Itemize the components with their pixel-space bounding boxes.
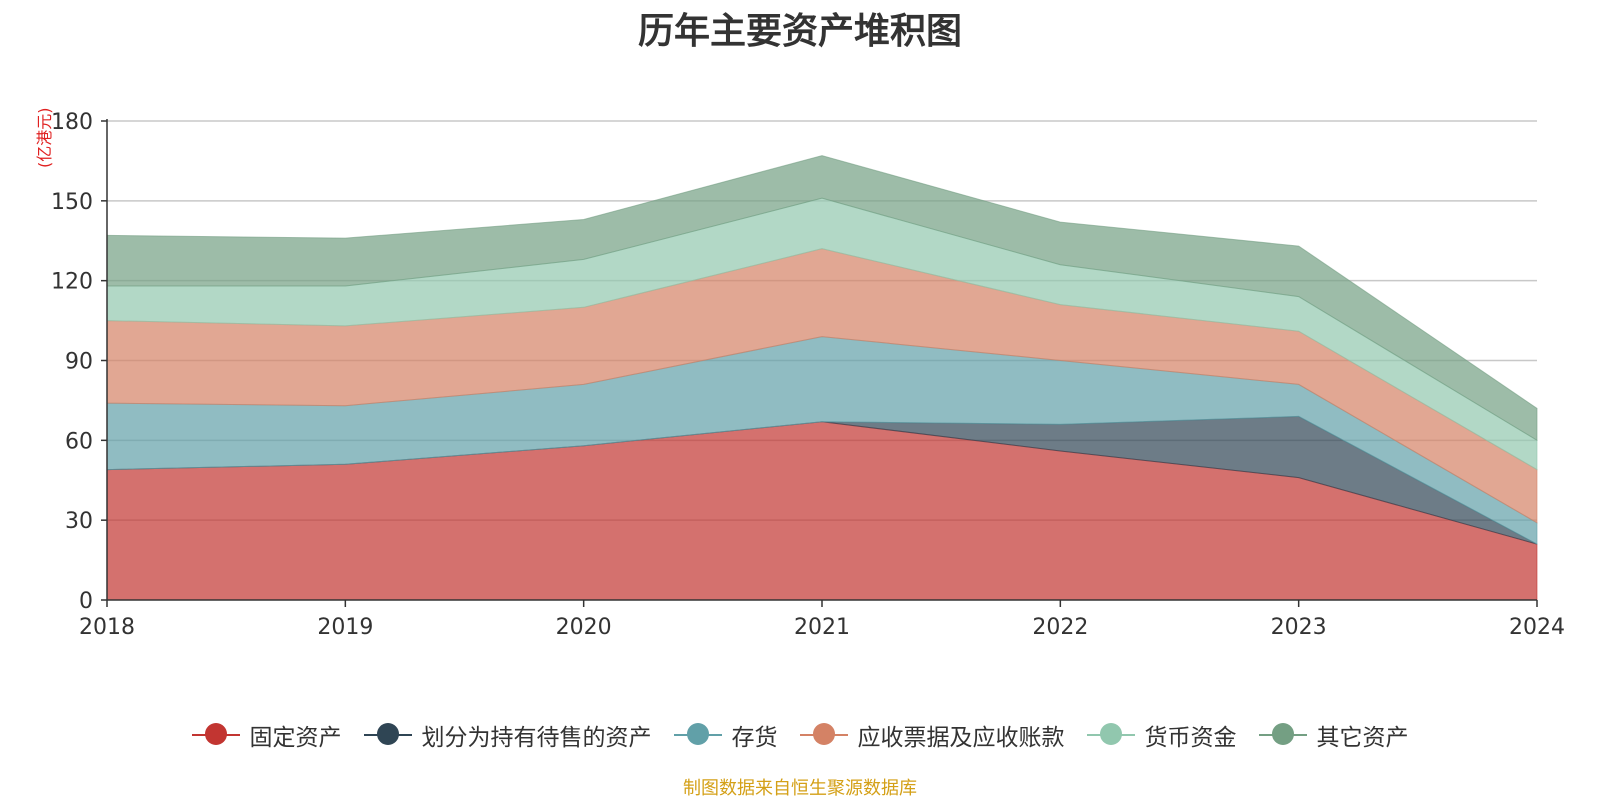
- x-tick-label: 2020: [556, 615, 612, 640]
- y-tick-label: 180: [51, 110, 93, 135]
- legend-marker-icon: [1086, 722, 1135, 748]
- legend-item[interactable]: 划分为持有待售的资产: [363, 718, 652, 752]
- legend-label: 划分为持有待售的资产: [421, 725, 652, 751]
- legend-item[interactable]: 货币资金: [1086, 718, 1237, 752]
- x-tick-label: 2023: [1271, 615, 1327, 640]
- area-series-5: [106, 155, 1538, 442]
- x-tick-label: 2019: [317, 615, 373, 640]
- x-tick-label: 2018: [79, 615, 135, 640]
- stacked-area-chart: 0 30 60 90 120 150 180 2018 2019 2020 2021 2022 2023…: [35, 108, 1565, 641]
- legend-label: 固定资产: [249, 725, 342, 751]
- legend-item[interactable]: 存货: [673, 718, 778, 752]
- y-tick-label: 30: [65, 509, 93, 534]
- legend-label: 应收票据及应收账款: [857, 725, 1065, 751]
- y-tick-label: 90: [65, 350, 93, 375]
- legend-label: 存货: [731, 725, 778, 751]
- legend-marker-icon: [1258, 722, 1307, 748]
- legend-marker-icon: [363, 722, 412, 748]
- legend-label: 货币资金: [1144, 725, 1237, 751]
- y-tick-label: 150: [51, 190, 93, 215]
- legend-item[interactable]: 应收票据及应收账款: [799, 718, 1065, 752]
- y-axis-unit-label: (亿港元): [35, 108, 54, 169]
- chart-title: 历年主要资产堆积图: [637, 11, 962, 52]
- y-tick-label: 0: [79, 589, 93, 614]
- data-source-note: 制图数据来自恒生聚源数据库: [683, 778, 917, 799]
- x-tick-label: 2022: [1032, 615, 1088, 640]
- legend-label: 其它资产: [1316, 725, 1409, 751]
- legend: 固定资产 划分为持有待售的资产 存货 应收票据及应收账款 货币资金 其它资产: [0, 718, 1600, 752]
- area-series-layer: [106, 155, 1538, 601]
- legend-marker-icon: [799, 722, 848, 748]
- y-tick-label: 60: [65, 429, 93, 454]
- x-tick-label: 2024: [1509, 615, 1565, 640]
- legend-item[interactable]: 固定资产: [191, 718, 342, 752]
- y-tick-label: 120: [51, 270, 93, 295]
- axes: 0 30 60 90 120 150 180 2018 2019 2020 2021 2022 2023…: [51, 110, 1565, 640]
- legend-item[interactable]: 其它资产: [1258, 718, 1409, 752]
- legend-marker-icon: [191, 722, 240, 748]
- legend-marker-icon: [673, 722, 722, 748]
- x-tick-label: 2021: [794, 615, 850, 640]
